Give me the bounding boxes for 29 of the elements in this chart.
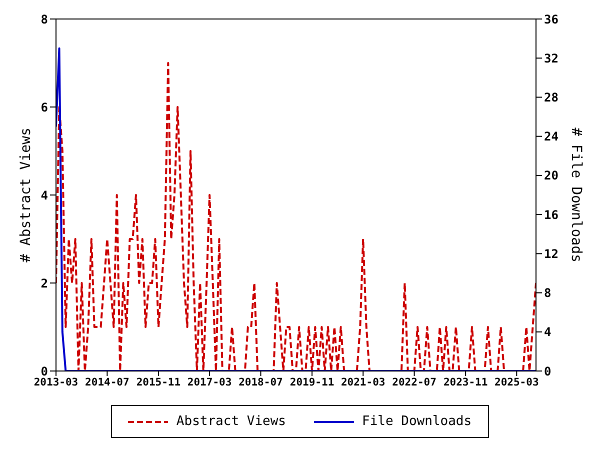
x-tick-label: 2015-11 — [136, 376, 181, 388]
y2-tick-label: 32 — [544, 51, 558, 66]
y2-tick-label: 28 — [544, 90, 558, 104]
y-axis-title: # Abstract Views — [18, 128, 34, 262]
y2-tick-label: 20 — [544, 168, 558, 183]
x-tick-label: 2019-11 — [290, 376, 334, 388]
x-tick-label: 2025-03 — [494, 376, 539, 388]
x-tick-label: 2018-07 — [238, 376, 283, 388]
y2-tick-label: 4 — [544, 325, 552, 340]
y2-axis-title: # File Downloads — [568, 128, 584, 262]
y2-tick-label: 24 — [544, 130, 558, 144]
legend-label: File Downloads — [362, 414, 472, 429]
x-tick-label: 2021-03 — [340, 376, 386, 388]
y2-tick-label: 36 — [544, 12, 558, 26]
y2-tick-label: 0 — [544, 364, 552, 378]
y2-tick-label: 8 — [544, 286, 552, 300]
y-tick-label: 0 — [40, 364, 48, 378]
legend-label: Abstract Views — [176, 414, 286, 429]
y-tick-label: 2 — [40, 276, 48, 290]
x-tick-label: 2014-07 — [85, 376, 130, 388]
y2-tick-label: 16 — [544, 208, 558, 222]
y-tick-label: 4 — [40, 188, 48, 202]
x-tick-label: 2013-03 — [34, 376, 78, 388]
x-tick-label: 2017-03 — [187, 376, 232, 388]
y2-tick-label: 12 — [544, 246, 558, 261]
x-tick-label: 2023-11 — [443, 376, 488, 388]
y-tick-label: 6 — [40, 100, 48, 114]
y-tick-label: 8 — [40, 12, 48, 26]
x-tick-label: 2022-07 — [392, 376, 436, 388]
